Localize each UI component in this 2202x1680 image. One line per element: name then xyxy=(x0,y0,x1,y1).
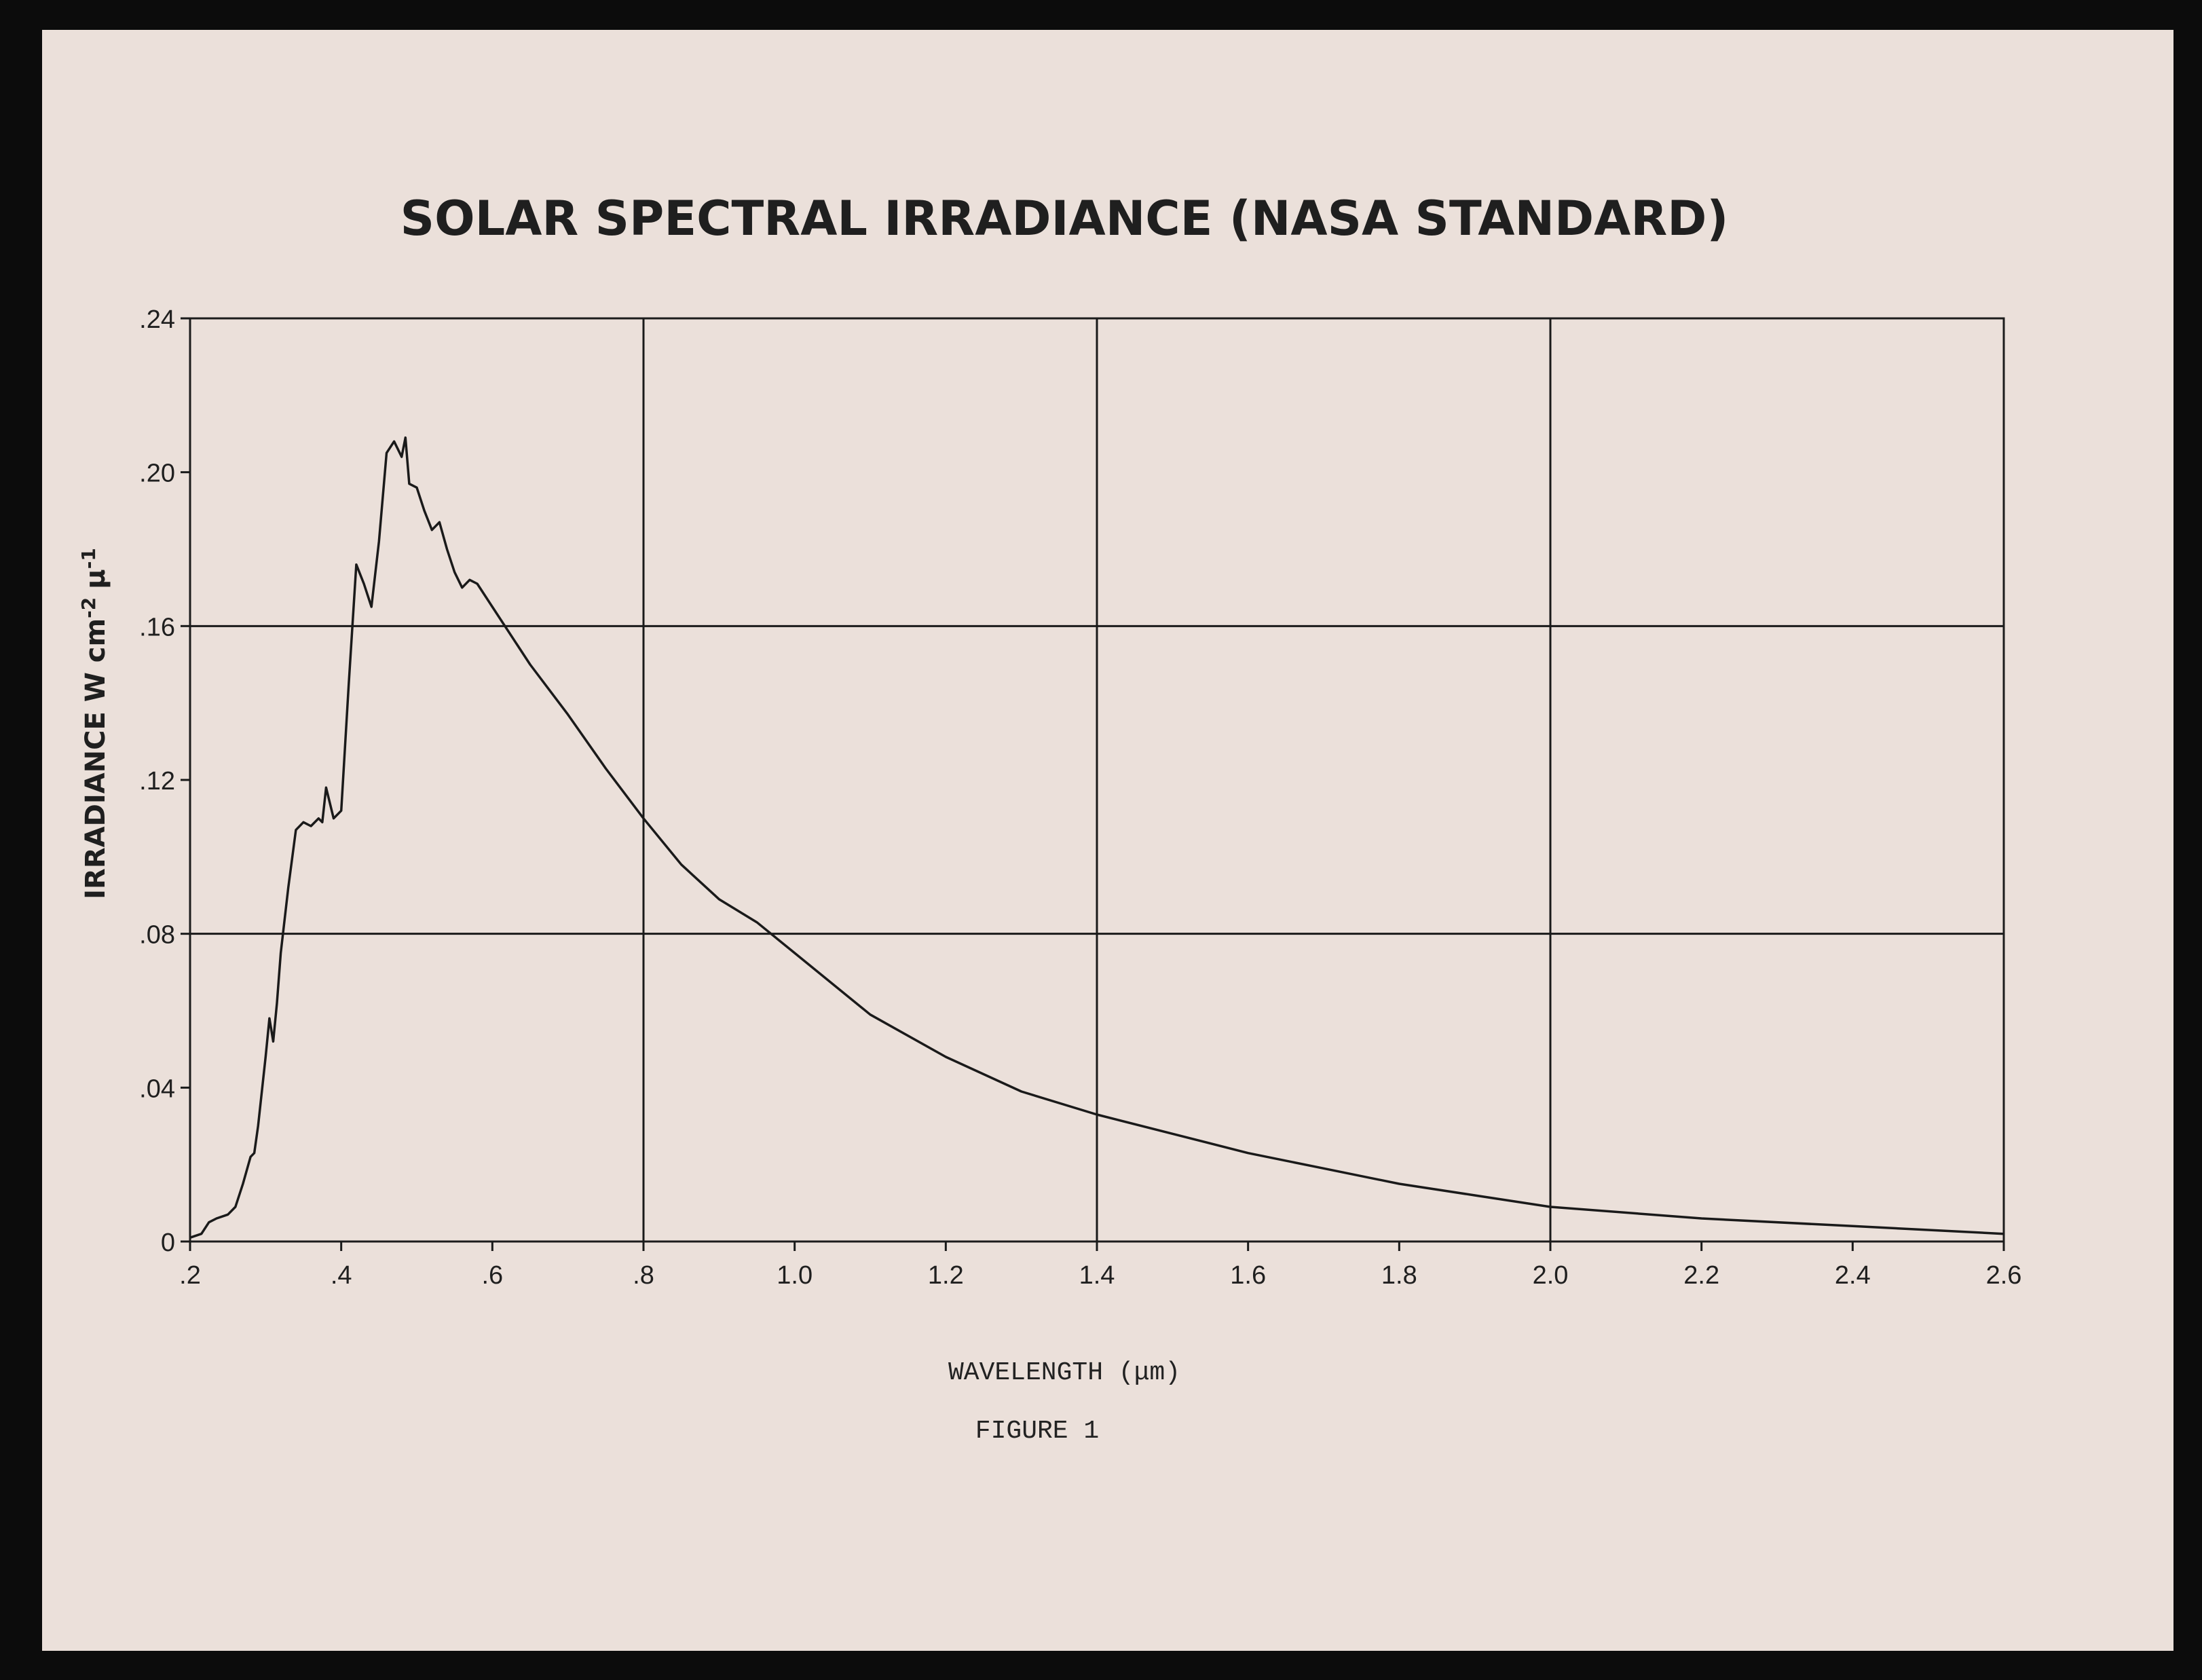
x-tick-label: 2.4 xyxy=(1835,1261,1871,1290)
x-tick-label: .8 xyxy=(633,1261,654,1290)
y-tick-label: .16 xyxy=(139,613,175,641)
x-tick-label: 2.0 xyxy=(1533,1261,1569,1290)
y-tick-label: .24 xyxy=(139,305,175,334)
x-tick-label: .4 xyxy=(331,1261,352,1290)
figure-caption: FIGURE 1 xyxy=(975,1417,1099,1446)
x-tick-label: .6 xyxy=(481,1261,503,1290)
solar-irradiance-chart: SOLAR SPECTRAL IRRADIANCE (NASA STANDARD… xyxy=(77,191,2021,1446)
irradiance-curve xyxy=(189,436,2004,1239)
x-tick-label: 2.6 xyxy=(1986,1261,2022,1290)
x-tick-label: 1.2 xyxy=(928,1261,964,1290)
y-tick-label: .04 xyxy=(139,1075,175,1103)
x-tick-label: .2 xyxy=(179,1261,201,1290)
y-axis-label-mu: μ xyxy=(80,569,111,589)
y-tick-label: 0 xyxy=(161,1229,175,1257)
chart-title: SOLAR SPECTRAL IRRADIANCE (NASA STANDARD… xyxy=(400,191,1729,246)
y-axis-label-sup1: -2 xyxy=(77,597,100,618)
y-axis-label: IRRADIANCE W cm-2 μ-1 xyxy=(77,548,111,899)
x-tick-label: 2.2 xyxy=(1683,1261,1719,1290)
y-axis-label-main: IRRADIANCE W cm xyxy=(80,618,111,899)
y-tick-label: .08 xyxy=(139,921,175,950)
x-tick-label: 1.6 xyxy=(1230,1261,1266,1290)
x-tick-label: 1.8 xyxy=(1381,1261,1417,1290)
x-axis-label: WAVELENGTH (μm) xyxy=(948,1358,1180,1387)
y-tick-label: .20 xyxy=(139,460,175,488)
y-axis-label-sup2: -1 xyxy=(77,548,100,569)
y-tick-label: .12 xyxy=(139,767,175,796)
grid-lines xyxy=(190,318,2004,1242)
x-tick-label: 1.0 xyxy=(777,1261,813,1290)
paper-sheet: SOLAR SPECTRAL IRRADIANCE (NASA STANDARD… xyxy=(42,30,2173,1651)
y-axis-ticks: 0 .04 .08 .12 .16 .20 .24 xyxy=(139,305,190,1257)
x-tick-label: 1.4 xyxy=(1079,1261,1115,1290)
x-axis-ticks: .2 .4 .6 .8 1.0 1.2 1.4 1.6 1.8 2.0 2.2 2.4 2.6 xyxy=(179,1242,2021,1290)
